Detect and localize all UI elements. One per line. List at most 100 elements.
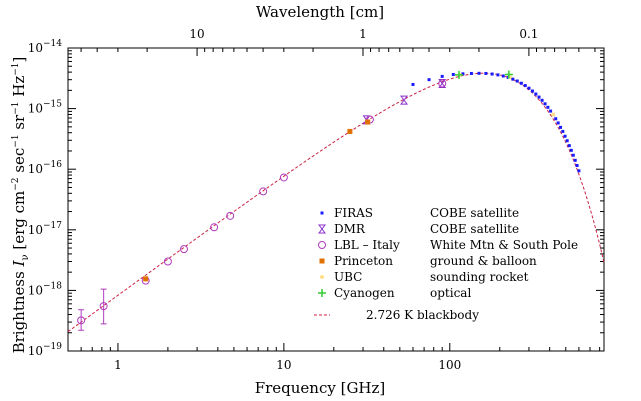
series-firas: [411, 71, 581, 173]
y-tick-label: 10−18: [28, 281, 63, 297]
series-lbl-italy: [77, 79, 447, 331]
data-point: [504, 70, 513, 79]
data-point: [511, 77, 515, 81]
series-ubc: [457, 72, 556, 117]
legend-label: UBC: [334, 270, 362, 284]
legend-label: Cyanogen: [334, 286, 395, 300]
data-point: [501, 74, 505, 78]
data-point: [347, 128, 353, 134]
data-point: [551, 112, 556, 117]
data-point: [438, 78, 447, 88]
data-point: [575, 164, 579, 168]
plot-frame: [67, 47, 605, 352]
y-tick-label: 10−17: [28, 221, 63, 237]
data-point: [77, 316, 86, 325]
error-bar: [100, 288, 107, 325]
data-point: [559, 125, 563, 129]
data-point: [567, 144, 571, 148]
data-point: [534, 92, 538, 96]
data-point: [496, 73, 500, 77]
legend-label: DMR: [334, 222, 366, 236]
data-point: [561, 129, 565, 133]
data-point: [279, 173, 288, 182]
data-point: [563, 134, 567, 138]
data-point: [543, 102, 547, 106]
legend-marker: [320, 211, 324, 215]
legend-marker: [318, 241, 326, 249]
legend-marker: [320, 275, 324, 279]
data-point: [454, 70, 463, 79]
data-point: [438, 79, 447, 88]
data-point: [519, 81, 523, 85]
legend-experiment: COBE satellite: [430, 222, 519, 236]
y-axis-hz: Hz: [10, 76, 28, 102]
data-point: [515, 79, 519, 83]
data-point: [440, 74, 444, 78]
data-point: [226, 211, 235, 220]
data-point: [163, 257, 172, 266]
series-dmr: [362, 78, 447, 125]
data-point: [179, 245, 188, 254]
data-point: [571, 153, 575, 157]
data-point: [143, 276, 149, 282]
data-point: [537, 95, 541, 99]
data-point: [530, 89, 534, 93]
y-axis-prefix: Brightness: [10, 266, 28, 353]
y-axis-exp-hz: −1: [11, 62, 21, 75]
series-princeton: [143, 119, 371, 282]
data-point: [565, 139, 569, 143]
data-point: [549, 109, 553, 113]
y-tick-label: 10−19: [28, 342, 63, 358]
legend-marker: [318, 224, 326, 234]
y-axis-symbol: I: [10, 259, 28, 267]
data-point: [259, 187, 268, 196]
legend: FIRAS COBE satellite DMR COBE satellite LBL …: [314, 206, 578, 322]
x-axis-title: Frequency [GHz]: [255, 379, 386, 397]
data-point: [573, 158, 577, 162]
legend-marker: [318, 289, 326, 297]
data-point: [427, 78, 431, 82]
data-point: [469, 71, 473, 75]
y-axis-exp-sec: −1: [11, 134, 21, 147]
data-point: [569, 148, 573, 152]
top-tick-label: 0.1: [519, 27, 538, 41]
data-point: [477, 71, 481, 75]
data-point: [99, 302, 108, 311]
data-point: [527, 86, 531, 90]
legend-label: LBL – Italy: [334, 238, 400, 252]
x-tick-label: 1: [114, 358, 122, 372]
top-tick-label: 10: [189, 27, 204, 41]
legend-label: Princeton: [334, 254, 393, 268]
legend-marker: [319, 258, 325, 264]
data-point: [554, 117, 558, 121]
error-bar: [78, 309, 85, 331]
legend-experiment: optical: [430, 286, 471, 300]
legend-curve-label: 2.726 K blackbody: [366, 308, 479, 322]
data-point: [577, 169, 581, 173]
data-point: [210, 223, 219, 232]
y-axis-title: Brightness Iν [erg cm−2 sec−1 sr−1 Hz−1]: [10, 57, 31, 354]
x-tick-label: 100: [438, 358, 461, 372]
y-tick-label: 10−16: [28, 160, 63, 176]
y-tick-label: 10−15: [28, 100, 63, 116]
data-point: [461, 72, 465, 76]
y-axis-exp-sr: −1: [11, 101, 21, 114]
y-axis-sr: sr: [10, 114, 28, 134]
legend-label: FIRAS: [334, 206, 373, 220]
data-point: [411, 82, 415, 86]
data-point: [451, 73, 455, 77]
blackbody-curve: [67, 72, 605, 333]
y-axis-units-close: ]: [10, 57, 28, 63]
data-point: [523, 84, 527, 88]
legend-experiment: White Mtn & South Pole: [430, 238, 578, 252]
data-point: [400, 95, 409, 105]
top-axis-title: Wavelength [cm]: [256, 3, 384, 21]
x-tick-label: 10: [276, 358, 291, 372]
data-point: [490, 72, 494, 76]
y-tick-label: 10−14: [28, 39, 63, 55]
data-point: [556, 121, 560, 125]
y-axis-exp-cm: −2: [11, 177, 21, 190]
data-point: [546, 105, 550, 109]
y-axis-subscript: ν: [20, 254, 31, 260]
